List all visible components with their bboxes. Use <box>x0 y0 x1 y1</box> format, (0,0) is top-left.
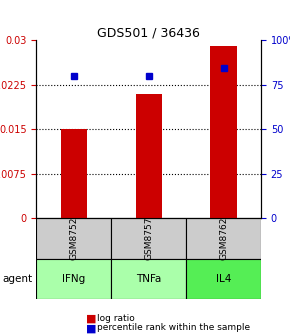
Text: IFNg: IFNg <box>62 274 85 284</box>
Bar <box>135 94 162 218</box>
Title: GDS501 / 36436: GDS501 / 36436 <box>97 26 200 39</box>
Text: log ratio: log ratio <box>97 313 135 323</box>
FancyBboxPatch shape <box>186 218 261 259</box>
Text: IL4: IL4 <box>216 274 231 284</box>
Text: GSM8757: GSM8757 <box>144 217 153 260</box>
Text: agent: agent <box>2 274 32 284</box>
FancyBboxPatch shape <box>36 259 111 299</box>
Text: ■: ■ <box>86 313 96 324</box>
Text: ■: ■ <box>86 323 96 333</box>
FancyBboxPatch shape <box>111 218 186 259</box>
Text: percentile rank within the sample: percentile rank within the sample <box>97 323 250 332</box>
Text: GSM8762: GSM8762 <box>219 217 228 260</box>
FancyBboxPatch shape <box>36 218 111 259</box>
Bar <box>211 46 237 218</box>
Text: TNFa: TNFa <box>136 274 161 284</box>
FancyBboxPatch shape <box>186 259 261 299</box>
FancyBboxPatch shape <box>111 259 186 299</box>
Text: GSM8752: GSM8752 <box>69 217 78 260</box>
Bar <box>61 129 87 218</box>
